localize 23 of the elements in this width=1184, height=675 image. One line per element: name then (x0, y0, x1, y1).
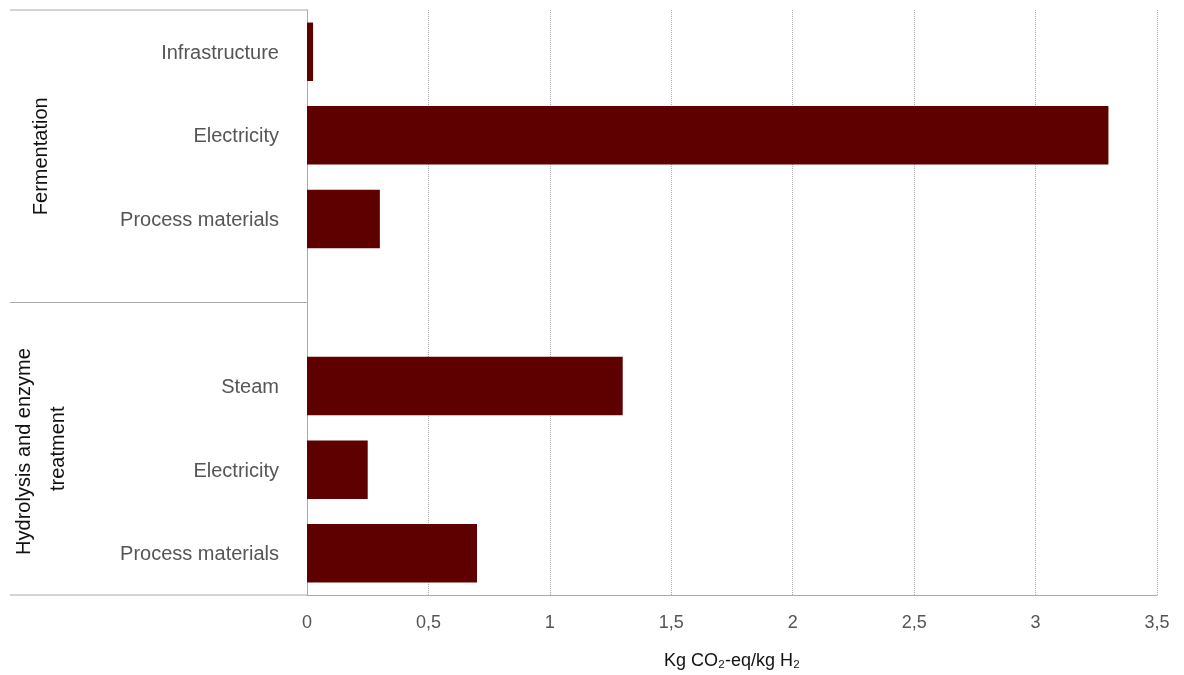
y-tick-label: Process materials (120, 542, 279, 565)
x-tick-label: 2,5 (901, 612, 927, 632)
y-tick-label: Electricity (193, 458, 279, 481)
bar (307, 22, 314, 82)
x-tick-label: 0,5 (415, 612, 441, 632)
y-tick-label: Infrastructure (161, 40, 279, 63)
bar (307, 440, 368, 499)
y-tick-label: Electricity (193, 124, 279, 147)
bar (307, 356, 623, 416)
bar (307, 189, 380, 249)
text: Fermentation (29, 97, 51, 216)
x-tick-label: 0 (301, 612, 313, 632)
x-tick-label: 1 (544, 612, 555, 632)
x-tick-label: 3,5 (1144, 612, 1170, 632)
x-axis-title: Kg CO₂-eq/kg H₂ (663, 650, 801, 670)
x-tick-label: 2 (787, 612, 798, 632)
bar (307, 523, 477, 583)
y-tick-label: Steam (221, 375, 279, 398)
bar (307, 106, 1109, 165)
x-tick-label: 3 (1030, 612, 1041, 632)
y-tick-label: Process materials (120, 207, 279, 230)
text: Hydrolysis and enzyme treatment (12, 342, 68, 555)
x-tick-label: 1,5 (658, 612, 684, 632)
